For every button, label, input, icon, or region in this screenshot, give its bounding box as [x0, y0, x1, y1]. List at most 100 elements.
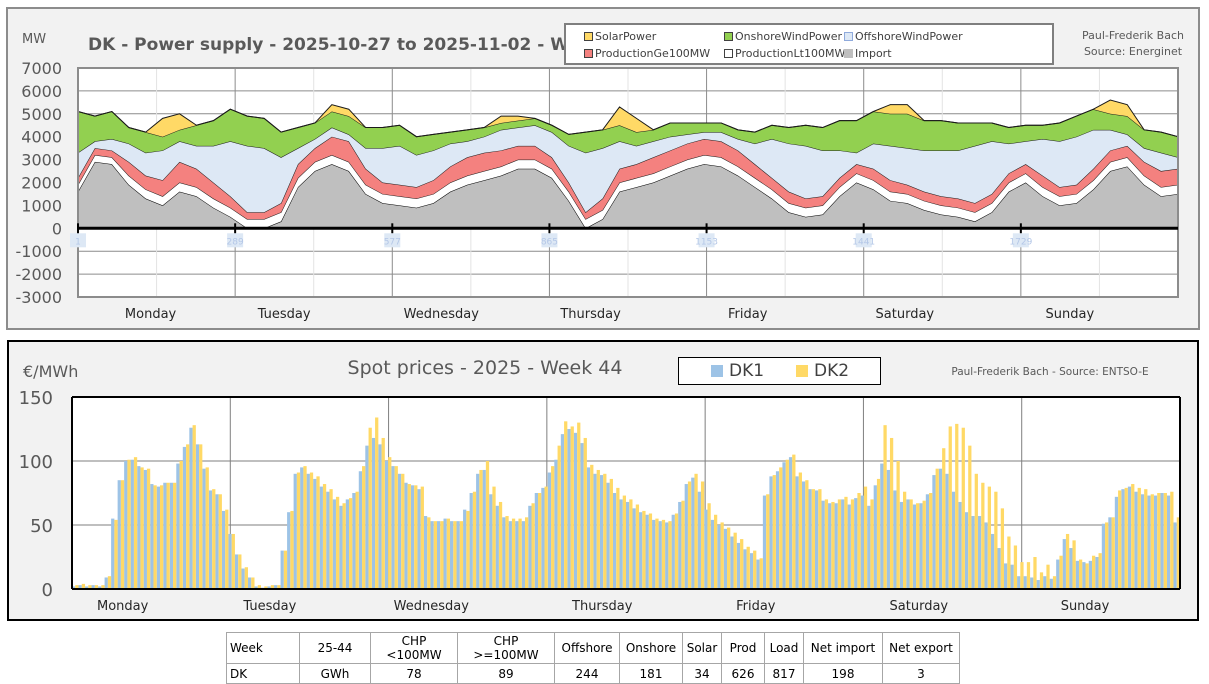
bar-dk2 — [779, 467, 783, 589]
bar-dk1 — [847, 504, 851, 589]
bar-dk1 — [234, 554, 239, 589]
bar-dk2 — [1007, 536, 1011, 589]
bar-dk2 — [518, 518, 522, 589]
bar-dk1 — [925, 494, 930, 589]
bar-dk1 — [280, 550, 284, 589]
bar-dk2 — [1170, 491, 1174, 589]
bar-dk2 — [479, 469, 483, 589]
bar-dk2 — [616, 487, 620, 589]
bar-dk1 — [886, 469, 890, 589]
bar-dk1 — [730, 536, 734, 589]
bar-dk1 — [586, 467, 591, 589]
x-index-labels: 1 289 577 865 1153 1441 1729 — [70, 233, 1033, 248]
bar-dk2 — [746, 546, 750, 589]
table-header-cell: CHP >=100MW — [457, 632, 555, 664]
bar-dk1 — [423, 516, 428, 589]
bar-dk1 — [430, 521, 434, 589]
bar-dk2 — [394, 466, 398, 589]
bar-dk1 — [378, 444, 382, 589]
bar-dk2 — [257, 585, 262, 589]
bar-dk2 — [414, 485, 418, 589]
x-index-label-bg — [1012, 233, 1029, 248]
credit-source: Source: Energinet — [1084, 45, 1183, 58]
bar-dk1 — [228, 533, 232, 589]
bar-dk2 — [661, 519, 666, 589]
credit-author: Paul-Frederik Bach — [1082, 29, 1184, 42]
bar-dk2 — [498, 501, 503, 589]
bar-dk2 — [120, 480, 125, 589]
bar-dk2 — [655, 518, 659, 589]
bar-dk2 — [316, 476, 320, 589]
bar-dk2 — [981, 482, 985, 589]
bar-dk2 — [199, 444, 203, 589]
legend-label: DK1 — [729, 361, 765, 381]
bar-dk2 — [1163, 493, 1167, 589]
bar-dk1 — [176, 463, 180, 589]
bar-dk2 — [375, 417, 379, 589]
bar-dk1 — [1166, 495, 1171, 589]
bar-dk2 — [551, 466, 555, 589]
bar-dk2 — [929, 493, 933, 589]
bar-dk2 — [388, 457, 392, 589]
bar-dk1 — [85, 586, 89, 589]
bar-dk2 — [270, 585, 275, 589]
bar-dk2 — [1144, 489, 1148, 589]
x-index-label: 1729 — [1009, 237, 1032, 247]
bar-dk1 — [775, 471, 780, 589]
bar-dk1 — [521, 521, 525, 589]
bar-dk2 — [1092, 555, 1096, 589]
bar-dk1 — [345, 499, 349, 589]
bar-dk2 — [831, 501, 835, 589]
y-tick-label: 3000 — [21, 151, 62, 170]
bar-dk1 — [267, 586, 271, 589]
bar-dk2 — [427, 517, 431, 589]
bar-dk2 — [335, 496, 340, 589]
bar-dk1 — [476, 473, 480, 589]
legend-swatch — [844, 32, 853, 41]
legend-label: ProductionGe100MW — [595, 47, 711, 60]
bar-dk1 — [704, 509, 708, 589]
bar-dk1 — [736, 542, 741, 589]
bar-dk1 — [1049, 578, 1053, 589]
area-productionlt100mw — [78, 155, 1178, 229]
legend-label: ProductionLt100MW — [735, 47, 846, 60]
bar-dk1 — [1160, 493, 1164, 589]
bar-dk2 — [648, 513, 653, 589]
bar-dk2 — [700, 481, 705, 589]
bar-dk2 — [244, 567, 248, 589]
bar-dk2 — [251, 577, 255, 589]
y-tick-label: 1000 — [21, 196, 62, 215]
bar-dk2 — [290, 510, 294, 589]
bar-dk1 — [717, 525, 721, 589]
bar-dk1 — [117, 480, 121, 589]
bar-dk1 — [821, 500, 825, 589]
bar-dk1 — [287, 512, 291, 589]
bar-dk2 — [1039, 572, 1044, 589]
bar-dk1 — [984, 522, 988, 589]
bar-dk2 — [727, 527, 731, 589]
bar-dk1 — [958, 501, 962, 589]
table-header-cell: Load — [764, 632, 804, 664]
bar-dk1 — [541, 487, 545, 589]
x-day-label: Wednesday — [404, 307, 480, 322]
y-tick-labels: 7000 6000 5000 4000 3000 2000 1000 0 -1000 -2000 -… — [16, 59, 63, 307]
bar-dk2 — [903, 491, 907, 589]
table-cell: 626 — [721, 663, 765, 684]
bar-dk1 — [137, 466, 141, 589]
bar-dk2 — [1000, 508, 1005, 589]
x-index-label-bg — [855, 233, 872, 248]
bar-dk2 — [889, 437, 894, 589]
chart-title: DK - Power supply - 2025-10-27 to 2025-1… — [88, 35, 632, 55]
bar-dk2 — [88, 585, 92, 589]
credit: Paul-Frederik Bach - Source: ENTSO-E — [951, 366, 1148, 378]
bar-dk2 — [785, 459, 789, 589]
bar-dk2 — [309, 472, 314, 589]
bar-dk2 — [381, 437, 385, 589]
bar-dk2 — [192, 425, 196, 589]
x-day-label: Tuesday — [257, 307, 311, 322]
table-cell: 3 — [882, 663, 960, 684]
bar-dk1 — [749, 553, 754, 589]
bar-dk1 — [554, 459, 558, 589]
x-day-label: Sunday — [1061, 599, 1110, 614]
bar-dk1 — [1075, 560, 1079, 589]
